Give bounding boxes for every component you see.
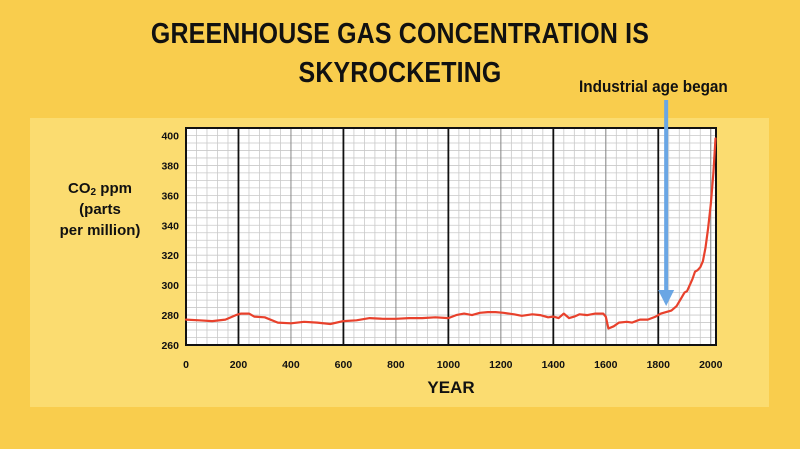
x-tick-label: 1200 — [489, 359, 513, 371]
y-axis-label-line-2: (parts — [79, 201, 121, 218]
y-tick-label: 400 — [161, 130, 179, 142]
plot-frame — [185, 127, 717, 346]
x-tick-label: 200 — [230, 359, 248, 371]
x-tick-label: 1400 — [542, 359, 566, 371]
y-tick-label: 280 — [161, 310, 179, 322]
chart-title-line-1: GREENHOUSE GAS CONCENTRATION IS — [150, 18, 650, 50]
x-tick-label: 600 — [335, 359, 353, 371]
y-axis-label-subscript: 2 — [90, 187, 97, 198]
plot-area — [186, 128, 716, 345]
grid — [185, 127, 716, 346]
x-tick-label: 1800 — [647, 359, 671, 371]
y-tick-label: 340 — [161, 220, 179, 232]
chart-title-line-2: SKYROCKETING — [298, 57, 502, 89]
co2-series-line — [184, 137, 717, 330]
y-tick-label: 360 — [161, 190, 179, 202]
x-tick-label: 2000 — [699, 359, 723, 371]
y-tick-label: 260 — [161, 340, 179, 352]
x-tick-label: 400 — [282, 359, 300, 371]
arrow-head — [658, 290, 675, 306]
y-tick-label: 320 — [161, 250, 179, 262]
y-tick-label: 380 — [161, 160, 179, 172]
tick-labels: 260 280 300 320 340 360 380 400 0 200 400 600 800 100… — [161, 130, 722, 371]
industrial-age-arrow — [658, 100, 675, 306]
y-axis-label: CO2 ppm (parts per million) — [44, 178, 156, 241]
x-tick-label: 800 — [387, 359, 405, 371]
x-tick-label: 1000 — [437, 359, 461, 371]
x-tick-label: 0 — [183, 359, 189, 371]
y-tick-label: 300 — [161, 280, 179, 292]
y-axis-label-co: CO — [68, 180, 91, 197]
industrial-age-annotation: Industrial age began — [579, 77, 728, 96]
x-tick-label: 1600 — [594, 359, 618, 371]
x-axis-label: YEAR — [427, 378, 474, 397]
y-axis-label-unit: ppm — [96, 180, 132, 197]
y-axis-label-line-3: per million) — [59, 222, 141, 239]
